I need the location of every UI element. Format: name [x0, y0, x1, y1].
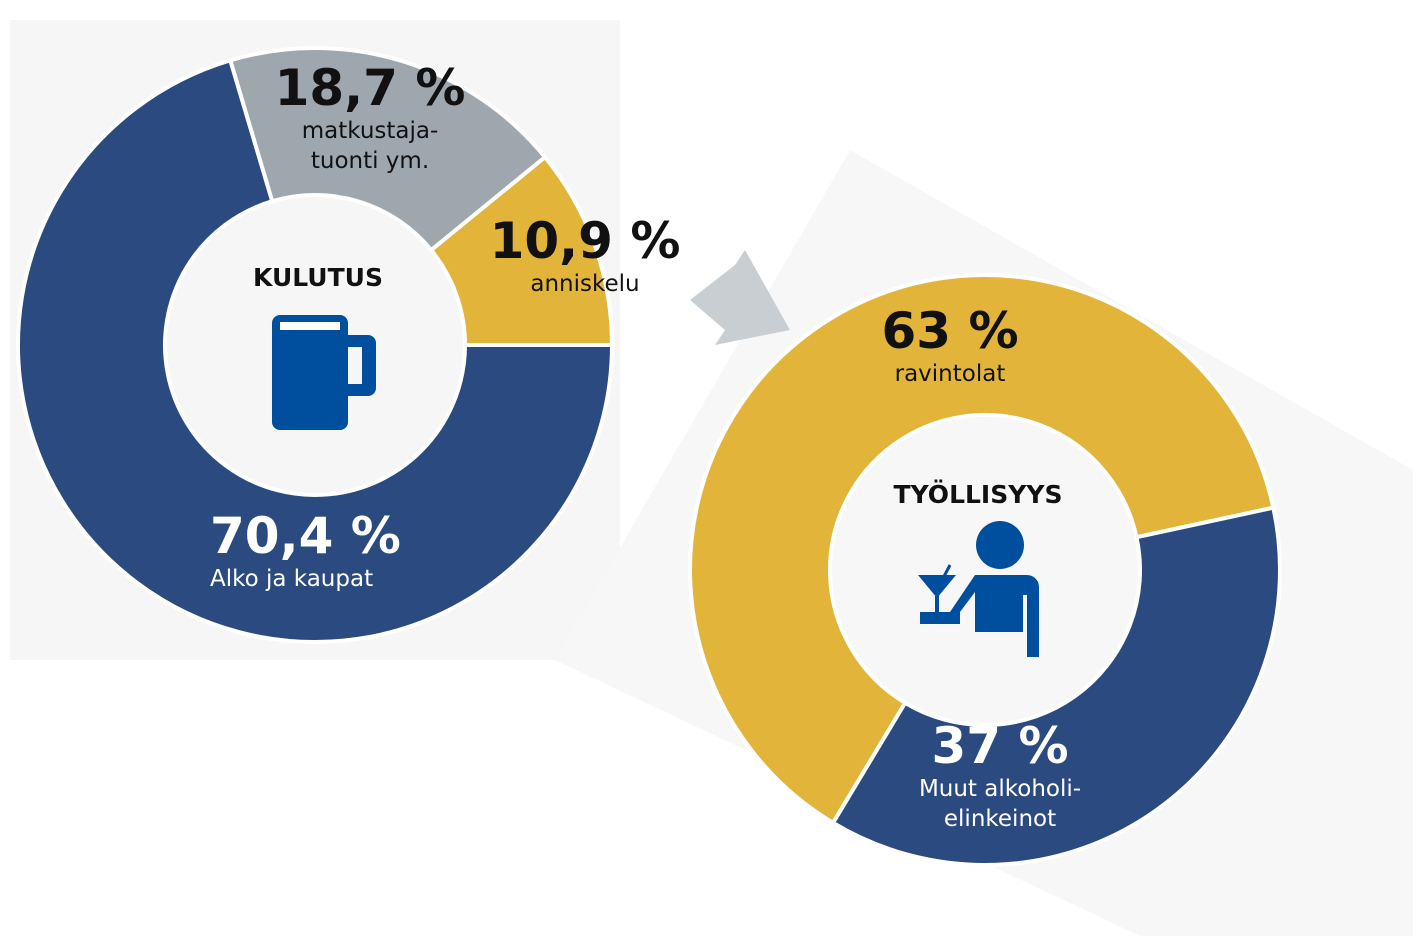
segment-label: 37 % Muut alkoholi- elinkeinot: [919, 718, 1081, 834]
category-label: Muut alkoholi- elinkeinot: [918, 776, 1082, 832]
wedges: [16, 46, 1282, 867]
category-label: Alko ja kaupat: [210, 566, 374, 592]
category-label: anniskelu: [530, 271, 640, 297]
wedge: [428, 154, 615, 347]
beer-icon: [272, 315, 376, 430]
segment-label: 10,9 % anniskelu: [490, 213, 681, 299]
segment-label: 18,7 % matkustaja- tuonti ym.: [275, 60, 466, 176]
segment-label: 63 % ravintolat: [881, 303, 1018, 389]
category-label: ravintolat: [894, 361, 1006, 387]
segment-label: 70,4 % Alko ja kaupat: [210, 508, 401, 594]
waiter-icon: [918, 521, 1039, 657]
value-label: 63 %: [881, 302, 1019, 360]
center-label: KULUTUS: [253, 263, 383, 292]
wedge: [830, 505, 1282, 867]
wedge: [688, 273, 1276, 826]
wedge: [16, 57, 615, 644]
value-label: 18,7 %: [274, 59, 466, 117]
wedge: [227, 46, 548, 253]
value-label: 37 %: [931, 717, 1069, 775]
category-label: matkustaja- tuonti ym.: [301, 118, 439, 174]
arrow: [690, 250, 790, 345]
center-label: TYÖLLISYYS: [893, 480, 1063, 509]
value-label: 10,9 %: [489, 212, 681, 270]
value-label: 70,4 %: [210, 507, 401, 565]
